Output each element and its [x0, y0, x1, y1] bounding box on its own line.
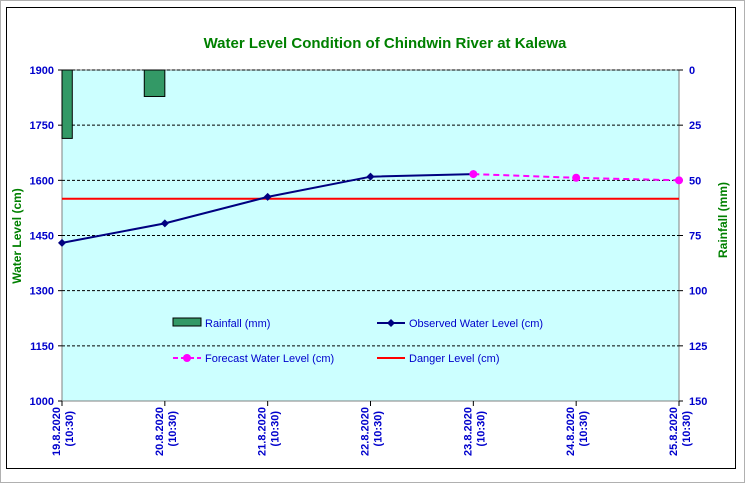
x-axis-ticks: 19.8.2020 (10:30) 20.8.2020 (10:30) 21.8.202…: [51, 401, 693, 456]
x-tick-label-time: (10:30): [270, 411, 282, 447]
left-tick-label: 1000: [30, 396, 54, 408]
left-tick-label: 1750: [30, 120, 54, 132]
x-tick-label-date: 20.8.2020: [154, 407, 166, 456]
forecast-point: [675, 176, 683, 185]
x-tick-label-time: (10:30): [64, 411, 76, 447]
legend-rainfall-swatch: [172, 317, 202, 327]
x-tick-label-time: (10:30): [681, 411, 693, 447]
x-tick-label: 24.8.2020 (10:30): [565, 407, 590, 456]
left-tick-label: 1600: [30, 175, 54, 187]
legend-observed-label: Observed Water Level (cm): [409, 318, 543, 330]
left-tick-label: 1150: [30, 341, 54, 353]
x-tick-label-date: 19.8.2020: [51, 407, 63, 456]
legend-rainfall-label: Rainfall (mm): [205, 318, 270, 330]
right-tick-label: 75: [689, 231, 701, 243]
left-tick-label: 1900: [30, 65, 54, 77]
observed-point: [366, 172, 375, 181]
x-tick-label-time: (10:30): [475, 411, 487, 447]
right-tick-label: 150: [689, 396, 707, 408]
x-tick-label-date: 22.8.2020: [360, 407, 372, 456]
rainfall-bars: [61, 69, 166, 139]
legend-danger-label: Danger Level (cm): [409, 353, 499, 365]
x-tick-label-time: (10:30): [578, 411, 590, 447]
observed-point: [263, 192, 272, 201]
observed-point: [58, 238, 66, 247]
x-tick-label: 21.8.2020 (10:30): [257, 407, 282, 456]
right-tick-label: 0: [689, 65, 695, 77]
x-tick-label: 20.8.2020 (10:30): [154, 407, 179, 456]
x-tick-label: 25.8.2020 (10:30): [668, 407, 693, 456]
right-tick-label: 25: [689, 120, 701, 132]
x-tick-label: 19.8.2020 (10:30): [51, 407, 76, 456]
legend: Rainfall (mm) Observed Water Level (cm) Fo…: [172, 317, 543, 365]
chart-title: Water Level Condition of Chindwin River …: [204, 35, 567, 52]
x-tick-label-date: 21.8.2020: [257, 407, 269, 456]
rainfall-bar: [143, 69, 166, 97]
left-tick-label: 1300: [30, 286, 54, 298]
legend-forecast-label: Forecast Water Level (cm): [205, 353, 334, 365]
x-tick-label-time: (10:30): [167, 411, 179, 447]
right-axis-title: Rainfall (mm): [716, 182, 730, 258]
x-tick-label-date: 23.8.2020: [462, 407, 474, 456]
right-tick-label: 50: [689, 175, 701, 187]
legend-forecast-marker: [183, 354, 191, 362]
legend-observed-marker: [387, 319, 395, 327]
x-tick-label-time: (10:30): [373, 411, 385, 447]
right-axis-ticks: 0 25 50 75 100 125 150: [679, 65, 707, 408]
observed-point: [160, 219, 169, 228]
rainfall-bar: [61, 69, 73, 139]
forecast-series: [469, 170, 683, 185]
right-tick-label: 125: [689, 341, 707, 353]
x-tick-label: 22.8.2020 (10:30): [360, 407, 385, 456]
x-tick-label: 23.8.2020 (10:30): [462, 407, 487, 456]
x-tick-label-date: 24.8.2020: [565, 407, 577, 456]
forecast-point: [572, 173, 581, 182]
left-tick-label: 1450: [30, 231, 54, 243]
x-tick-label-date: 25.8.2020: [668, 407, 680, 456]
forecast-point: [469, 170, 478, 179]
right-tick-label: 100: [689, 286, 707, 298]
left-axis-title: Water Level (cm): [10, 188, 24, 284]
left-axis-ticks: 1000 1150 1300 1450 1600 1750 1900: [30, 65, 62, 408]
